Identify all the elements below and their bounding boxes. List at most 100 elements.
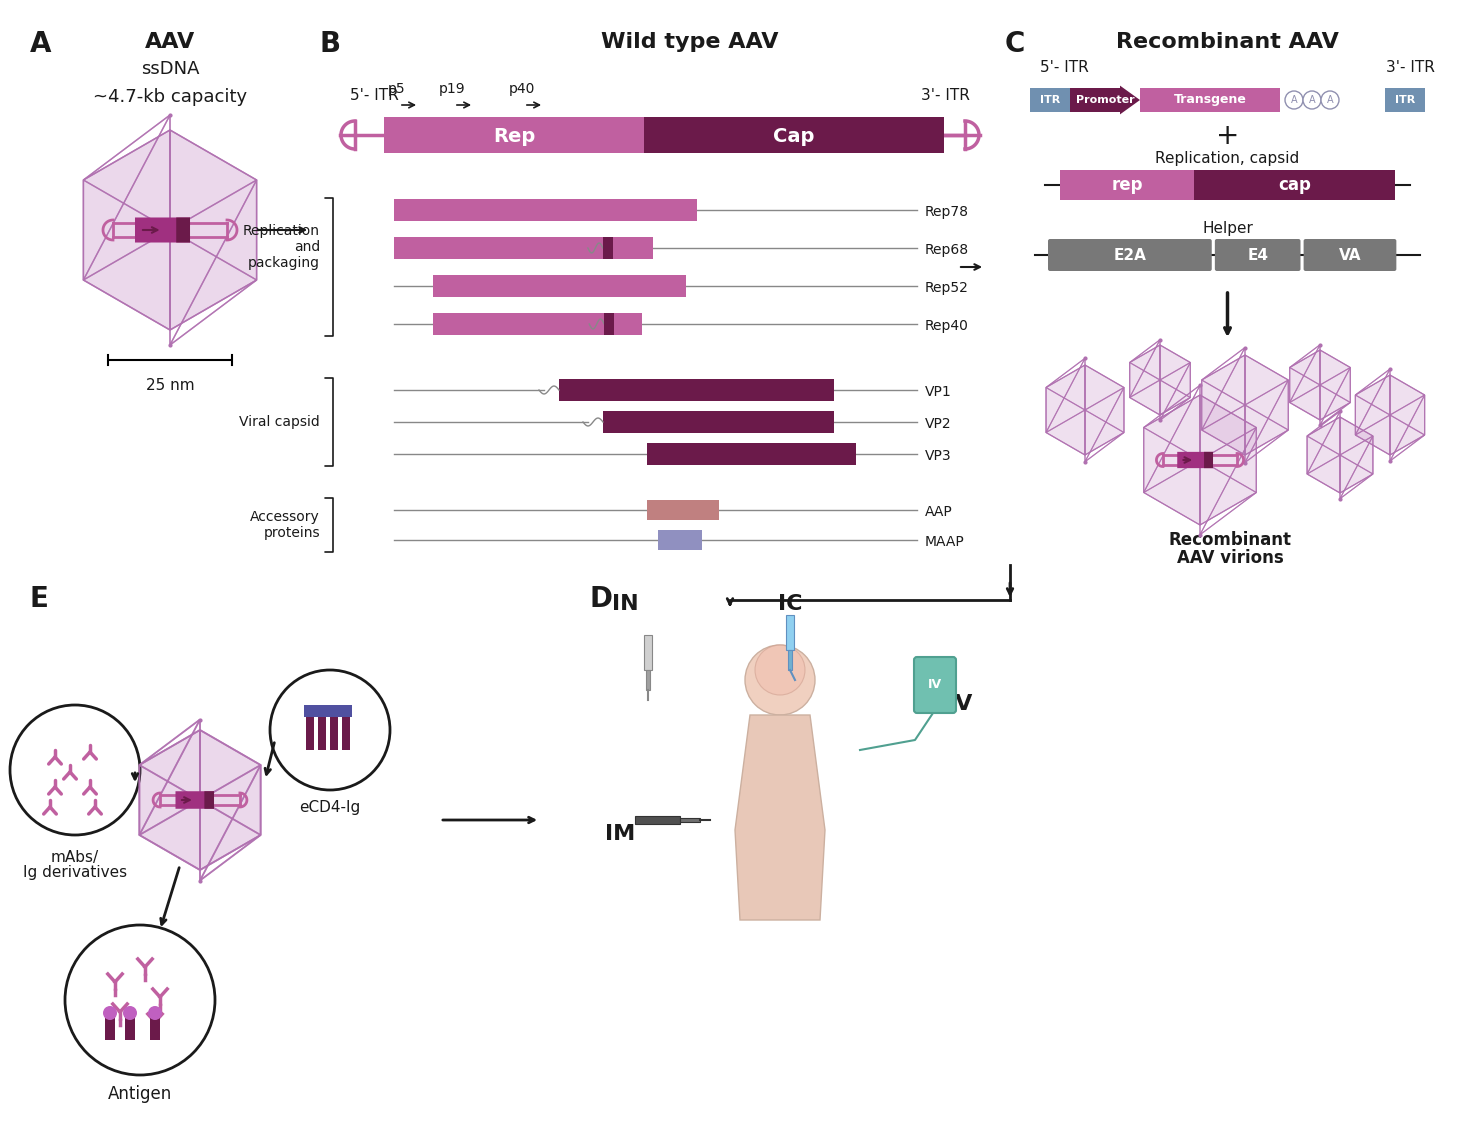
Text: 3'- ITR: 3'- ITR [921,88,970,103]
Text: E: E [29,584,48,613]
Bar [432,275,686,297]
Bar [306,705,314,749]
Polygon shape [1047,364,1124,455]
Text: Cap: Cap [773,126,815,146]
Text: A: A [29,30,51,58]
Bar [432,313,642,335]
Circle shape [1321,91,1338,109]
Polygon shape [1202,355,1289,455]
Text: 3'- ITR: 3'- ITR [1387,60,1435,74]
Circle shape [745,645,815,715]
Text: IM: IM [605,824,635,843]
Bar [330,705,339,749]
Text: Rep: Rep [493,126,535,146]
Text: p40: p40 [509,83,535,96]
Text: VP1: VP1 [925,385,951,399]
Text: Rep68: Rep68 [925,243,969,257]
Bar [328,705,340,717]
Bar [680,818,699,822]
FancyBboxPatch shape [644,117,944,154]
Text: Replication
and
packaging: Replication and packaging [243,223,320,270]
Text: A: A [1327,95,1333,105]
FancyBboxPatch shape [1215,240,1300,270]
Text: AAV: AAV [145,32,195,52]
Bar [644,635,652,670]
Text: p19: p19 [438,83,465,96]
Bar [340,705,352,717]
Bar [317,705,328,717]
Bar [106,1015,114,1041]
Text: ITR: ITR [1039,95,1060,105]
FancyBboxPatch shape [1177,452,1212,468]
Bar [394,199,696,221]
Bar [635,816,680,824]
Text: IC: IC [778,594,802,614]
Circle shape [755,645,805,694]
Text: 25 nm: 25 nm [145,378,195,393]
Text: MAAP: MAAP [925,535,965,549]
Polygon shape [734,715,825,920]
FancyBboxPatch shape [913,657,956,713]
Text: AAP: AAP [925,505,953,519]
Circle shape [10,705,139,835]
FancyBboxPatch shape [176,791,214,809]
Bar [647,500,718,520]
Text: VP3: VP3 [925,449,951,463]
Text: Rep52: Rep52 [925,281,969,295]
Polygon shape [1130,345,1190,415]
FancyBboxPatch shape [1060,170,1193,201]
FancyBboxPatch shape [204,791,214,809]
Text: D: D [589,584,613,613]
Circle shape [1286,91,1303,109]
Bar [125,1015,135,1041]
Text: rep: rep [1111,176,1143,194]
Text: mAbs/: mAbs/ [51,850,100,865]
Bar [604,313,614,335]
Polygon shape [1290,350,1350,419]
FancyBboxPatch shape [1193,170,1396,201]
Text: Wild type AAV: Wild type AAV [601,32,778,52]
Bar [786,615,795,650]
Text: Recombinant AAV: Recombinant AAV [1116,32,1338,52]
FancyBboxPatch shape [1385,88,1425,112]
Text: A: A [1309,95,1315,105]
FancyBboxPatch shape [1303,240,1396,270]
Bar [647,444,856,465]
Polygon shape [84,129,257,330]
Circle shape [270,670,390,790]
Text: Antigen: Antigen [108,1085,172,1102]
Bar [647,670,649,690]
Circle shape [1303,91,1321,109]
Polygon shape [1356,375,1425,455]
Text: B: B [320,30,342,58]
FancyBboxPatch shape [384,117,644,154]
Bar [603,411,834,433]
FancyBboxPatch shape [1048,240,1212,270]
Text: Recombinant: Recombinant [1168,531,1292,549]
Text: Promoter: Promoter [1076,95,1135,105]
Circle shape [123,1006,136,1020]
Text: Rep40: Rep40 [925,319,969,333]
Text: eCD4-Ig: eCD4-Ig [299,800,361,815]
Polygon shape [139,730,261,870]
Polygon shape [1308,417,1372,493]
Text: IN: IN [611,594,638,614]
Bar [342,705,350,749]
Text: ~4.7-kb capacity: ~4.7-kb capacity [92,88,248,105]
Bar [658,529,702,550]
FancyBboxPatch shape [135,218,191,243]
Text: VP2: VP2 [925,417,951,431]
Text: 5'- ITR: 5'- ITR [350,88,399,103]
Text: C: C [1006,30,1025,58]
FancyBboxPatch shape [1031,88,1070,112]
Bar [303,705,317,717]
Text: Helper: Helper [1202,220,1253,235]
Text: A: A [1290,95,1297,105]
Circle shape [65,925,216,1075]
Text: Ig derivatives: Ig derivatives [23,865,128,880]
Bar [318,705,325,749]
Text: Rep78: Rep78 [925,205,969,219]
Bar [789,650,792,670]
Circle shape [103,1006,117,1020]
Text: Transgene: Transgene [1174,94,1246,107]
